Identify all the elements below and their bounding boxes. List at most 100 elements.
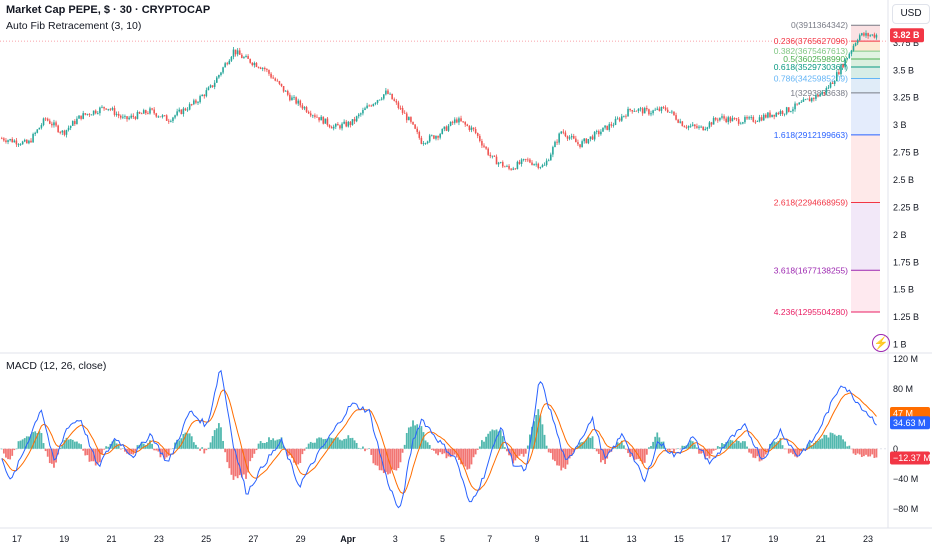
histogram-bar [468, 448, 471, 469]
candle-body [848, 53, 851, 59]
bolt-icon[interactable]: ⚡ [872, 334, 890, 352]
histogram-bar [226, 448, 229, 463]
candle-body [23, 139, 26, 142]
candle-body [203, 95, 206, 97]
candle-body [48, 120, 51, 124]
candle-body [660, 106, 663, 111]
histogram-bar [478, 446, 481, 449]
price-axis-tick: 2.75 B [893, 148, 919, 158]
fib-indicator-label[interactable]: Auto Fib Retracement (3, 10) [6, 20, 142, 32]
candle-body [65, 129, 68, 135]
currency-selector[interactable]: USD [892, 4, 930, 24]
candle-body [827, 87, 830, 89]
candle-body [616, 118, 619, 120]
histogram-bar [503, 447, 506, 449]
candle-body [207, 87, 210, 91]
histogram-bar [437, 448, 439, 456]
time-axis-tick: 5 [440, 534, 445, 544]
histogram-bar [583, 441, 586, 449]
histogram-bar [272, 438, 275, 449]
histogram-bar [510, 448, 513, 457]
candle-body [326, 118, 329, 125]
histogram-bar [195, 444, 197, 449]
histogram-bar [625, 448, 627, 450]
candle-body [149, 108, 151, 114]
candle-body [458, 118, 460, 123]
histogram-bar [147, 443, 149, 449]
histogram-bar [844, 441, 847, 449]
candle-body [293, 97, 295, 99]
macd-axis-tick: 120 M [893, 354, 918, 364]
histogram-bar [76, 441, 78, 449]
candle-body [424, 143, 427, 144]
candle-body [539, 167, 542, 168]
histogram-bar [729, 439, 732, 449]
candle-body [842, 64, 844, 68]
candle-body [53, 122, 55, 126]
time-axis-tick: 23 [863, 534, 873, 544]
candle-body [489, 154, 492, 157]
candle-body [639, 108, 642, 110]
candle-body [353, 119, 356, 122]
histogram-bar [282, 445, 285, 449]
candle-body [130, 115, 133, 118]
candle-body [63, 130, 66, 135]
candle-body [558, 133, 560, 143]
candle-body [871, 34, 874, 36]
candle-body [472, 127, 475, 130]
histogram-bar [65, 437, 68, 449]
histogram-bar [355, 442, 358, 449]
histogram-bar [84, 448, 87, 456]
histogram-bar [675, 448, 677, 450]
candle-body [428, 135, 431, 142]
histogram-bar [792, 448, 794, 455]
candle-body [234, 49, 237, 55]
histogram-bar [572, 448, 575, 453]
histogram-bar [835, 435, 838, 449]
candle-body [389, 93, 391, 95]
histogram-bar [591, 436, 594, 449]
candle-body [295, 97, 297, 104]
histogram-bar [295, 448, 298, 465]
candle-body [865, 33, 867, 36]
histogram-bar [286, 448, 289, 457]
candle-body [163, 115, 166, 117]
histogram-bar [407, 427, 410, 449]
price-axis-tick: 1.25 B [893, 312, 919, 322]
histogram-bar [341, 440, 343, 449]
last-price-label: 3.82 B [893, 30, 920, 40]
macd-indicator-label[interactable]: MACD (12, 26, close) [6, 360, 107, 372]
candle-body [38, 127, 41, 130]
candle-body [769, 112, 771, 117]
candles-group [0, 30, 878, 171]
histogram-bar [451, 448, 454, 456]
histogram-bar [153, 448, 156, 451]
candle-body [374, 102, 377, 104]
candle-body [157, 116, 160, 118]
histogram-bar [756, 448, 759, 457]
candle-body [727, 117, 730, 123]
candle-body [418, 131, 421, 138]
histogram-bar [82, 448, 85, 451]
candle-body [775, 112, 778, 117]
histogram-bar [357, 447, 360, 449]
histogram-bar [119, 448, 122, 450]
candle-body [301, 105, 304, 109]
candle-body [520, 159, 523, 164]
histogram-bar [641, 448, 644, 464]
candle-body [527, 159, 529, 161]
candle-body [545, 160, 548, 165]
histogram-bar [637, 448, 640, 459]
candle-body [863, 33, 865, 36]
histogram-bar [217, 423, 220, 449]
candle-body [833, 81, 836, 84]
histogram-bar [439, 448, 442, 453]
histogram-bar [846, 446, 849, 449]
histogram-bar [516, 448, 519, 458]
histogram-bar [716, 446, 719, 449]
histogram-bar [748, 448, 751, 453]
candle-body [397, 102, 400, 108]
candle-body [113, 108, 116, 115]
histogram-bar [161, 448, 164, 456]
